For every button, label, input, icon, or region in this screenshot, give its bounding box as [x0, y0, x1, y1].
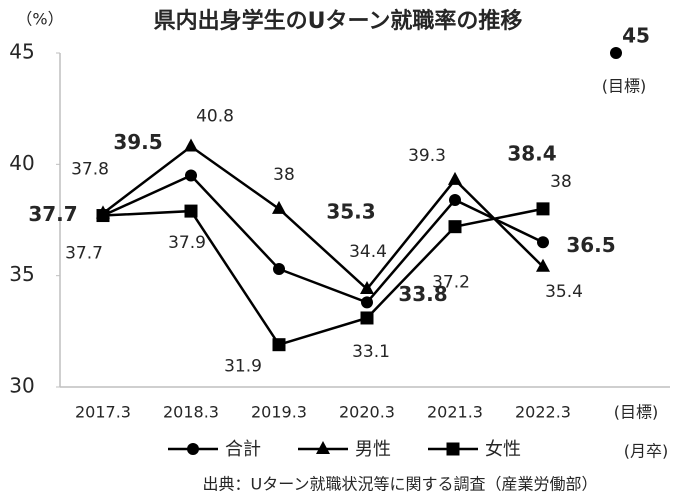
y-unit: （%）	[16, 10, 63, 29]
x-tick-label: 2020.3	[339, 403, 395, 422]
data-point	[272, 200, 286, 214]
data-label: 38.4	[507, 141, 556, 165]
y-tick-label: 35	[9, 262, 34, 286]
data-point	[96, 209, 110, 223]
data-point	[448, 171, 462, 185]
series-line	[102, 144, 544, 291]
data-label: 37.8	[71, 159, 109, 179]
target-point	[610, 47, 622, 59]
legend-label: 合計	[225, 439, 261, 460]
data-label: 37.7	[28, 202, 77, 226]
legend-label: 男性	[355, 439, 391, 460]
y-tick-label: 40	[9, 151, 34, 175]
data-point	[272, 338, 286, 352]
data-label: 38	[550, 172, 572, 192]
data-point	[536, 202, 550, 216]
y-tick-label: 45	[9, 40, 34, 64]
x-unit: (月卒)	[624, 442, 669, 461]
data-point	[361, 296, 373, 309]
data-point	[449, 193, 461, 206]
legend-marker	[316, 441, 330, 454]
source: 出典：Uターン就職状況等に関する調査（産業労働部）	[203, 475, 598, 494]
series-line	[102, 207, 544, 347]
data-point	[536, 258, 550, 272]
legend-marker	[446, 442, 460, 456]
data-label: 33.1	[352, 342, 390, 362]
x-tick-label: 2019.3	[251, 403, 307, 422]
x-tick-label: 2017.3	[75, 403, 131, 422]
legend-marker	[187, 443, 199, 455]
data-point	[185, 169, 197, 182]
legend-label: 女性	[485, 439, 521, 460]
series-line	[102, 173, 544, 304]
data-point	[537, 236, 549, 249]
data-point	[360, 281, 374, 295]
x-tick-label: 2018.3	[163, 403, 219, 422]
data-label: 40.8	[196, 107, 234, 127]
data-label: 31.9	[224, 357, 262, 377]
x-tick-label: 2021.3	[427, 403, 483, 422]
data-label: 35.4	[545, 282, 583, 302]
target-note: (目標)	[602, 77, 647, 96]
data-point	[448, 220, 462, 234]
target-label: 45	[622, 24, 650, 48]
data-point	[360, 311, 374, 325]
data-label: 39.3	[408, 146, 446, 166]
chart-title: 県内出身学生のUターン就職率の推移	[154, 8, 523, 34]
data-label: 39.5	[113, 130, 162, 154]
x-tick-label: (目標)	[614, 403, 659, 422]
data-label: 33.8	[398, 282, 447, 306]
data-point	[184, 138, 198, 152]
x-tick-label: 2022.3	[515, 403, 571, 422]
data-label: 36.5	[566, 233, 615, 257]
data-label: 37.7	[65, 244, 103, 264]
data-label: 34.4	[349, 242, 387, 262]
data-point	[273, 262, 285, 275]
data-label: 35.3	[326, 199, 375, 223]
data-label: 38	[273, 165, 295, 185]
data-label: 37.2	[432, 273, 470, 293]
y-tick-label: 30	[9, 374, 34, 398]
data-label: 37.9	[168, 233, 206, 253]
data-point	[184, 204, 198, 218]
